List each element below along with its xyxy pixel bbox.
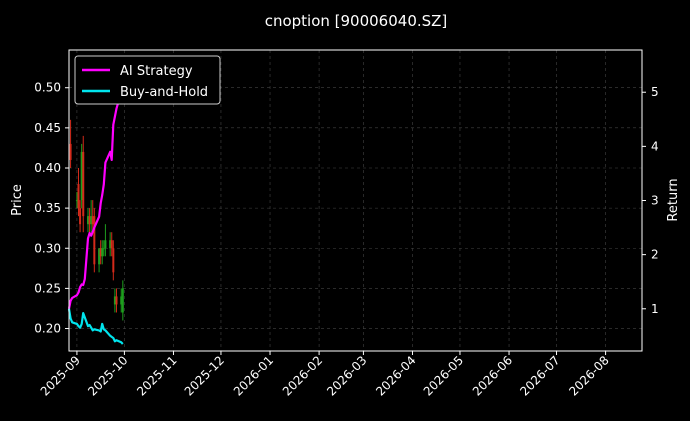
legend: AI Strategy Buy-and-Hold (74, 55, 221, 105)
legend-box (74, 55, 221, 105)
series-line-buy-and-hold (67, 308, 124, 345)
chart-title: cnoption [90006040.SZ] (265, 12, 448, 30)
candlesticks (69, 119, 124, 321)
candle-body (102, 248, 105, 250)
candle-body (98, 248, 101, 265)
y-axis-right: 1 2 3 4 5 (642, 85, 659, 316)
candle-body (101, 248, 104, 257)
candle-body (121, 288, 124, 313)
y-left-tick-label: 0.30 (34, 241, 61, 255)
y-left-tick-label: 0.25 (34, 281, 61, 295)
candle-body (110, 240, 113, 249)
y-right-tick-label: 4 (651, 139, 659, 153)
y-left-tick-label: 0.50 (34, 81, 61, 95)
candle-body (77, 184, 80, 209)
legend-label-ai-strategy: AI Strategy (120, 64, 193, 79)
candle-body (104, 240, 107, 249)
candle-body (88, 216, 91, 225)
candle-body (69, 143, 72, 160)
y-right-tick-label: 2 (651, 248, 659, 262)
y-axis-left: 0.20 0.25 0.30 0.35 0.40 0.45 0.50 (34, 81, 69, 336)
y-left-tick-label: 0.35 (34, 201, 61, 215)
candle-body (91, 216, 94, 225)
candle-body (82, 151, 85, 217)
candle-body (120, 296, 123, 305)
series-line-ai-strategy (67, 78, 124, 310)
candle-body (90, 216, 93, 225)
candle-body (75, 200, 78, 202)
candle-body (115, 296, 118, 305)
candle-body (99, 248, 102, 257)
y-right-tick-label: 5 (651, 85, 659, 99)
legend-label-buy-and-hold: Buy-and-Hold (120, 85, 208, 100)
y-left-tick-label: 0.45 (34, 121, 61, 135)
candle-body (86, 216, 89, 225)
candle-body (80, 151, 83, 201)
series-lines (67, 78, 124, 345)
candle-body (112, 248, 115, 273)
candle-body (93, 216, 96, 265)
y-axis-right-label: Return (666, 178, 681, 221)
y-left-tick-label: 0.20 (34, 322, 61, 336)
y-left-tick-label: 0.40 (34, 161, 61, 175)
candle-body (79, 208, 82, 225)
y-axis-left-label: Price (10, 184, 25, 216)
candle-body (113, 296, 116, 305)
y-right-tick-label: 3 (651, 194, 659, 208)
y-right-tick-label: 1 (651, 302, 659, 316)
candle-body (109, 240, 112, 249)
